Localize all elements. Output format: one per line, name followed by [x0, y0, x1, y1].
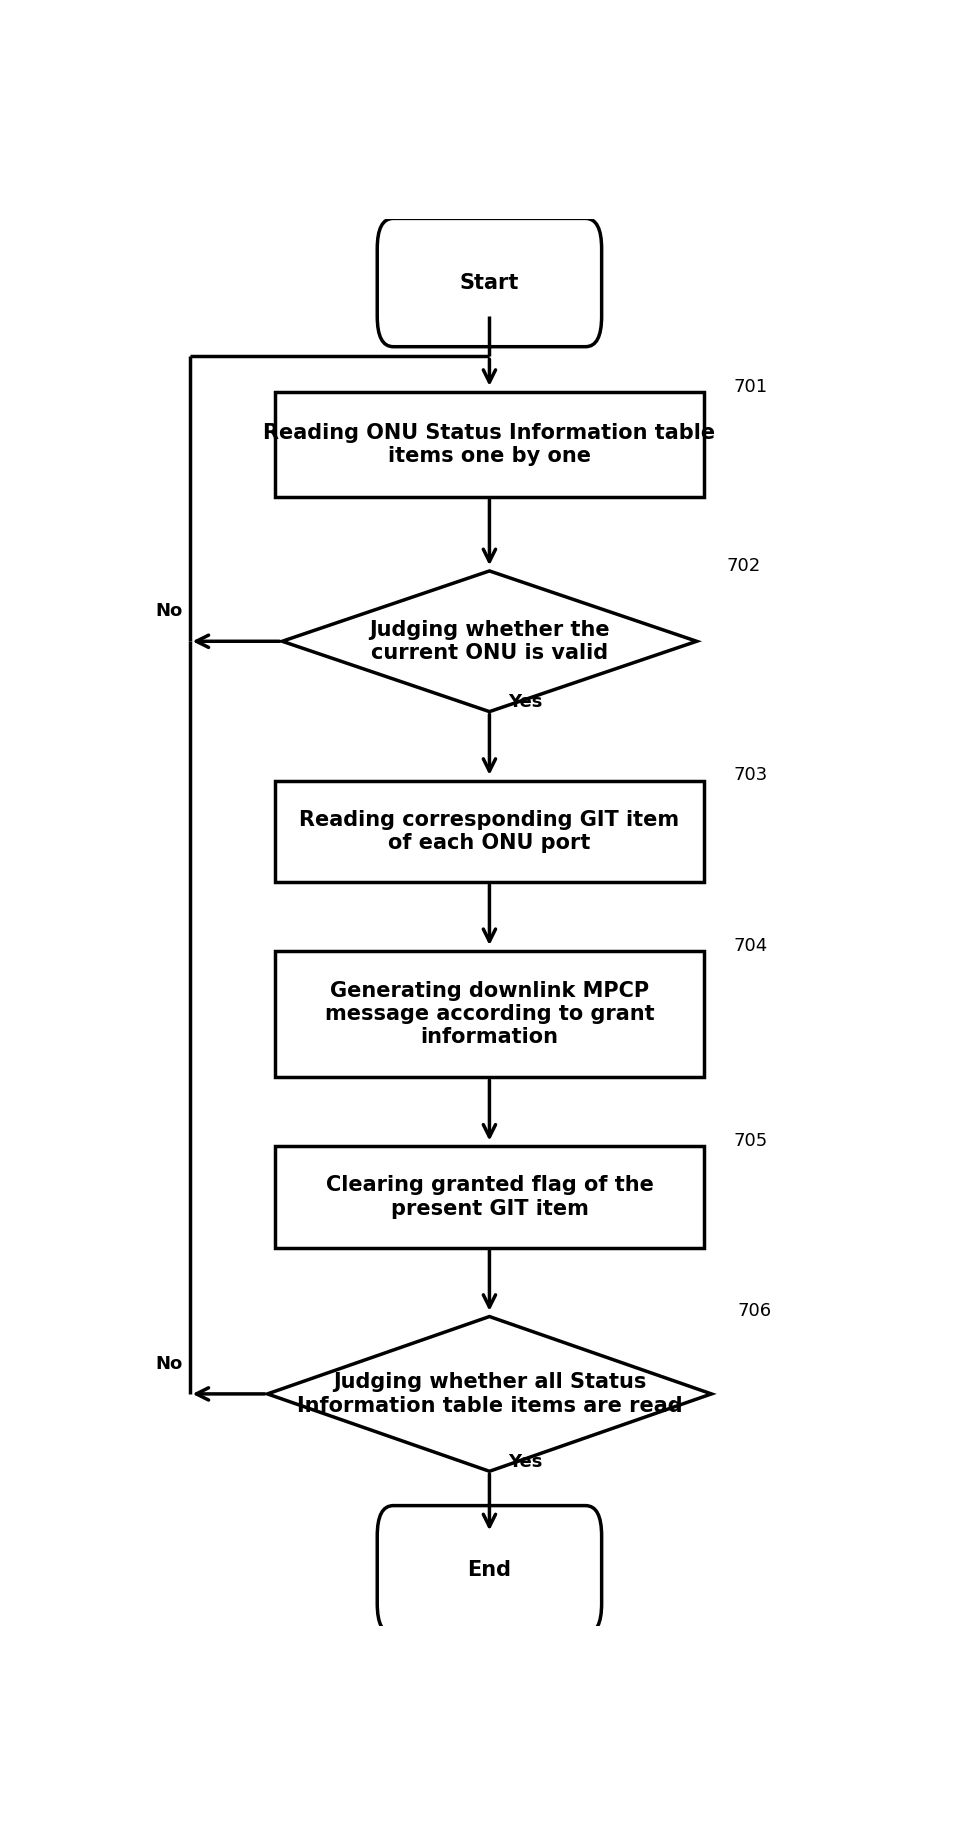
Text: 705: 705: [733, 1133, 768, 1151]
Bar: [275, 391, 704, 497]
Text: Judging whether the
current ONU is valid: Judging whether the current ONU is valid: [370, 619, 609, 663]
FancyBboxPatch shape: [377, 219, 602, 347]
Text: Judging whether all Status
Information table items are read: Judging whether all Status Information t…: [297, 1372, 682, 1416]
Text: No: No: [155, 603, 182, 619]
Text: 704: 704: [733, 937, 768, 956]
Text: 701: 701: [733, 378, 768, 395]
FancyBboxPatch shape: [377, 1505, 602, 1633]
Polygon shape: [267, 1317, 711, 1471]
Bar: [275, 950, 704, 1078]
Text: Reading corresponding GIT item
of each ONU port: Reading corresponding GIT item of each O…: [299, 809, 680, 853]
Text: Reading ONU Status Information table
items one by one: Reading ONU Status Information table ite…: [264, 422, 715, 466]
Text: Yes: Yes: [508, 692, 542, 711]
Text: No: No: [155, 1356, 182, 1372]
Text: 706: 706: [737, 1303, 772, 1321]
Polygon shape: [283, 570, 697, 713]
Text: 703: 703: [733, 767, 768, 784]
Bar: [275, 1146, 704, 1248]
Text: Start: Start: [459, 272, 520, 292]
Text: Generating downlink MPCP
message according to grant
information: Generating downlink MPCP message accordi…: [325, 981, 654, 1047]
Text: Clearing granted flag of the
present GIT item: Clearing granted flag of the present GIT…: [326, 1175, 653, 1219]
Text: 702: 702: [727, 557, 760, 576]
Text: End: End: [467, 1560, 512, 1580]
Bar: [275, 780, 704, 882]
Text: Yes: Yes: [508, 1452, 542, 1471]
